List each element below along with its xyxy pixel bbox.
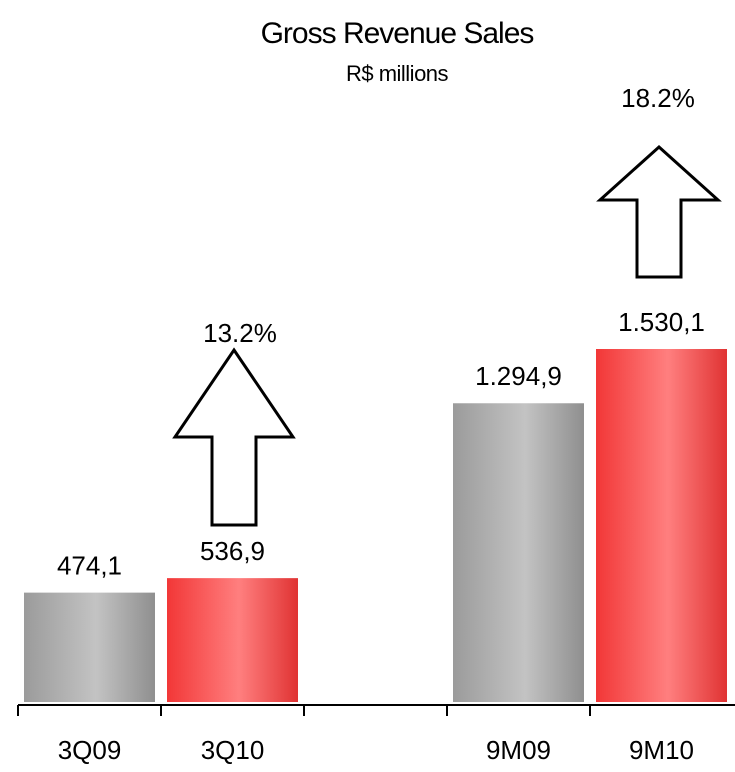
bar — [24, 592, 155, 702]
x-tick-label: 9M10 — [629, 735, 694, 765]
annotation: 13.2% — [203, 318, 277, 348]
x-tick-label: 3Q10 — [201, 735, 265, 765]
growth-arrow — [172, 347, 296, 527]
bar — [596, 349, 727, 702]
value-label: 536,9 — [200, 536, 265, 566]
bar — [453, 403, 584, 702]
x-tick-label: 3Q09 — [58, 735, 122, 765]
value-label: 474,1 — [57, 550, 122, 580]
value-label: 1.294,9 — [475, 361, 562, 391]
chart-title: Gross Revenue Sales — [261, 17, 534, 50]
growth-arrow — [596, 144, 722, 279]
bar — [167, 578, 298, 702]
chart-subtitle: R$ millions — [346, 61, 449, 86]
value-label: 1.530,1 — [618, 307, 705, 337]
annotation: 18.2% — [621, 83, 695, 113]
x-tick-label: 9M09 — [486, 735, 551, 765]
